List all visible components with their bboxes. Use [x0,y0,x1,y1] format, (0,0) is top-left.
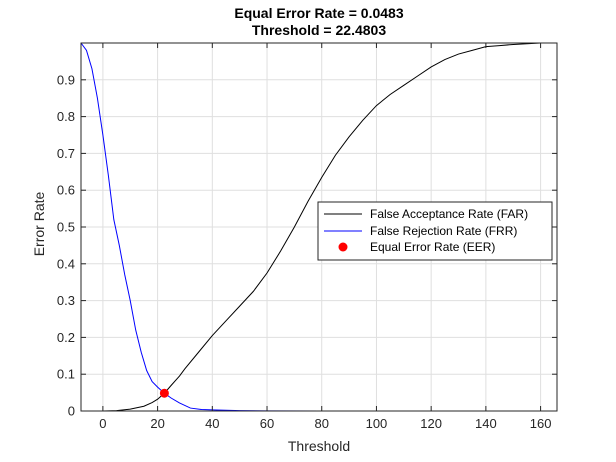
y-tick-label: 0.6 [57,183,75,198]
x-tick-label: 80 [315,416,329,431]
x-tick-label: 120 [420,416,442,431]
legend-eer-label: Equal Error Rate (EER) [370,240,495,254]
y-tick-label: 0.2 [57,330,75,345]
x-tick-label: 60 [260,416,274,431]
y-tick-label: 0.1 [57,367,75,382]
x-tick-label: 0 [99,416,106,431]
legend-far-label: False Acceptance Rate (FAR) [370,207,528,221]
tick-layer: 0 20 40 60 80 100 120 140 160 0 0.1 0.2 0.3 0.4 0.5 0.6… [57,43,557,431]
chart-title-line-2: Threshold = 22.4803 [252,22,386,38]
y-tick-label: 0 [68,404,75,419]
y-tick-label: 0.8 [57,109,75,124]
y-axis-label: Error Rate [31,192,47,257]
legend: False Acceptance Rate (FAR) False Reject… [317,201,553,261]
eer-point [159,388,169,398]
chart-title-line-1: Equal Error Rate = 0.0483 [234,5,403,21]
y-tick-label: 0.5 [57,220,75,235]
legend-eer-marker [338,242,348,252]
x-axis-label: Threshold [288,438,350,454]
x-tick-label: 140 [475,416,497,431]
y-tick-label: 0.4 [57,256,75,271]
legend-frr-label: False Rejection Rate (FRR) [370,224,517,238]
x-tick-label: 40 [205,416,219,431]
x-tick-label: 100 [366,416,388,431]
y-tick-label: 0.3 [57,293,75,308]
y-tick-label: 0.9 [57,72,75,87]
y-tick-label: 0.7 [57,146,75,161]
far-line [81,42,557,412]
x-tick-label: 20 [150,416,164,431]
x-tick-label: 160 [530,416,552,431]
